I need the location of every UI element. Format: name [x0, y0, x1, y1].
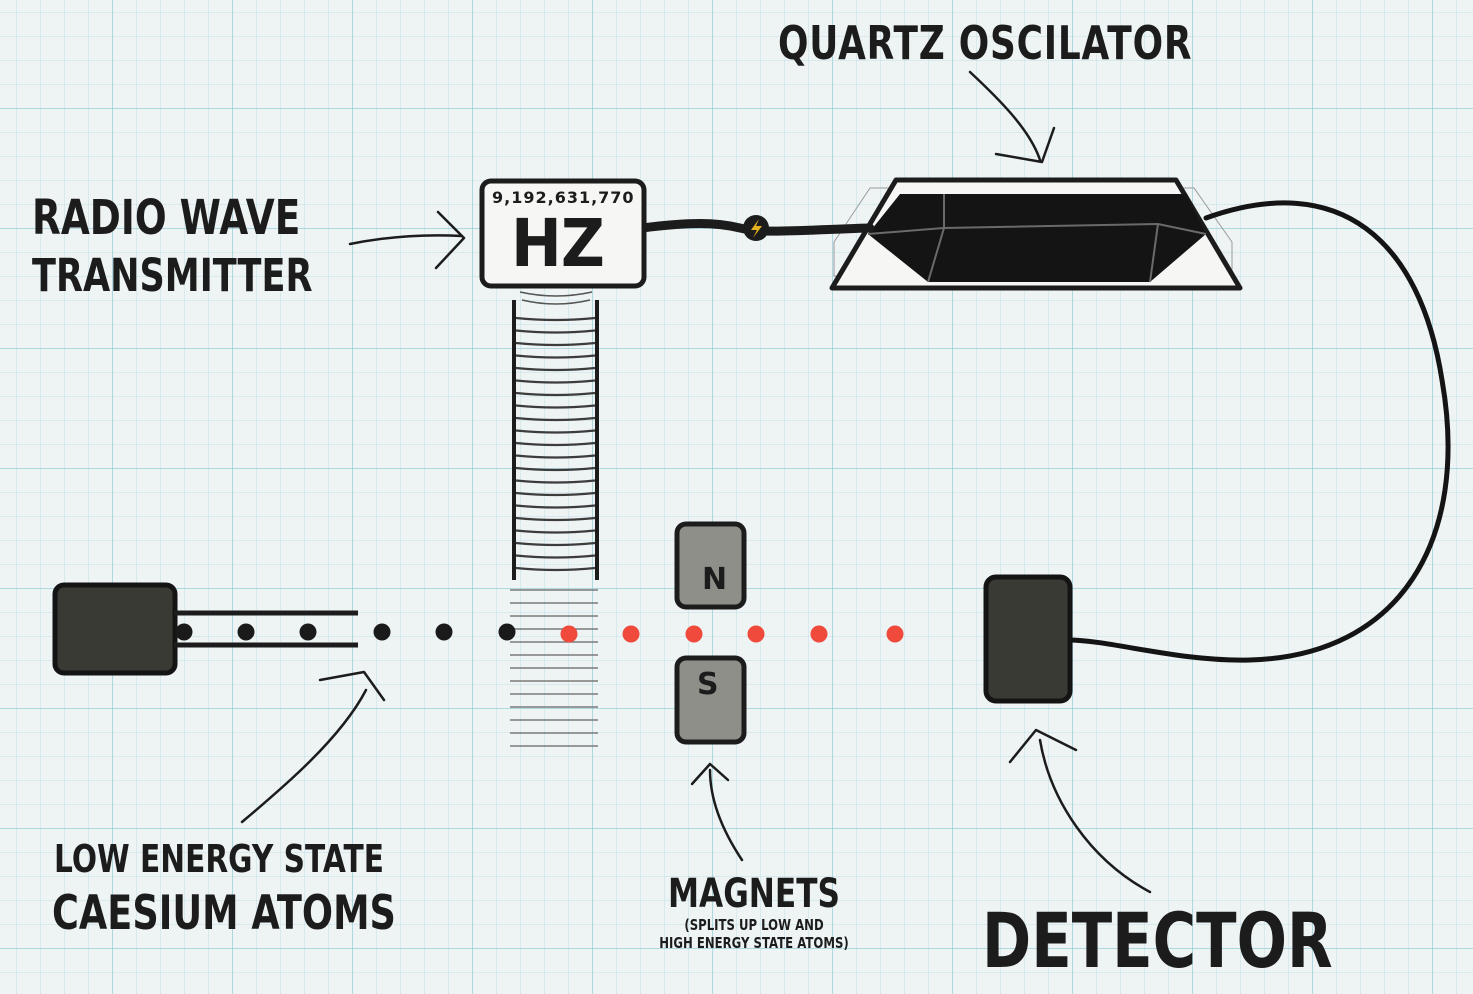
connector-cable — [637, 219, 875, 236]
low-energy-atom — [373, 623, 391, 641]
radio-wave-line — [515, 529, 596, 534]
crystal-facet-front — [927, 227, 945, 283]
radio-wave-line — [515, 541, 596, 547]
magnets-arrow-head — [690, 762, 730, 786]
oscillator-arrow-shaft — [968, 70, 1042, 162]
transmitter-unit: HZ — [511, 205, 605, 282]
low-energy-atom — [435, 623, 453, 641]
transmitter-arrow-head — [434, 210, 466, 270]
radio-wave-line — [515, 329, 596, 334]
lightning-bolt-icon — [751, 219, 762, 238]
low-energy-atom — [175, 623, 193, 641]
magnets-note-line2: HIGH ENERGY STATE ATOMS) — [659, 934, 849, 952]
radio-wave-line — [515, 491, 596, 497]
magnets-arrow-shaft — [708, 768, 744, 862]
atoms-label-line2: CAESIUM ATOMS — [52, 886, 396, 941]
transmitter-label-line2: TRANSMITTER — [32, 249, 313, 302]
radio-wave-lines-lower — [510, 589, 598, 747]
detector-device — [983, 574, 1073, 704]
transmitter-label-line1: RADIO WAVE — [32, 190, 301, 246]
radio-wave-line — [515, 479, 596, 484]
magnet-north-label: N — [702, 562, 728, 597]
low-energy-atom — [237, 623, 255, 641]
radio-wave-line — [515, 404, 596, 409]
quartz-crystal — [868, 194, 1206, 282]
low-energy-atom — [299, 623, 317, 641]
transmitter-arrow-shaft — [348, 234, 464, 246]
magnet-north — [674, 521, 747, 610]
high-energy-atom — [622, 625, 640, 643]
radio-wave-line — [515, 316, 596, 322]
transmitter-oscillator-connector — [637, 215, 875, 241]
radio-wave-line — [515, 516, 596, 522]
radio-wave-line — [515, 366, 596, 372]
radio-wave-line — [515, 341, 596, 347]
radio-wave-column — [510, 291, 599, 747]
radio-wave-line — [515, 354, 596, 359]
radio-wave-lines-upper — [515, 316, 596, 572]
high-energy-atom — [886, 625, 904, 643]
radio-wave-line — [515, 554, 596, 559]
wave-arc-2 — [521, 299, 591, 305]
transmitter-frequency: 9,192,631,770 — [492, 188, 635, 207]
transmitter-display — [479, 178, 647, 289]
low-energy-atom — [498, 623, 516, 641]
radio-wave-line — [515, 454, 596, 459]
radio-wave-line — [515, 566, 596, 572]
crystal-facet-right — [1149, 223, 1159, 283]
radio-wave-line — [515, 466, 596, 472]
radio-wave-line — [515, 379, 596, 384]
radio-wave-line — [515, 391, 596, 397]
high-energy-atom — [685, 625, 703, 643]
magnets — [674, 521, 747, 745]
radio-wave-transmitter — [479, 178, 647, 289]
quartz-oscillator — [829, 177, 1243, 291]
caesium-oven — [52, 582, 178, 676]
caesium-atom-source — [52, 582, 358, 676]
atoms-arrow-head — [318, 670, 386, 702]
radio-wave-line — [515, 429, 596, 434]
oscillator-detector-cable — [1065, 200, 1451, 663]
detector-arrow-head — [1008, 728, 1078, 764]
oscillator-arrow-head — [994, 126, 1056, 164]
magnet-south — [674, 655, 747, 745]
wave-arc-1 — [519, 291, 593, 297]
atom-beam — [175, 623, 904, 643]
magnet-south-label: S — [697, 667, 719, 702]
high-energy-atom — [810, 625, 828, 643]
radio-wave-line — [515, 441, 596, 447]
detector-label: DETECTOR — [982, 896, 1333, 985]
detector-arrow-shaft — [1038, 738, 1152, 894]
radio-wave-line — [515, 416, 596, 422]
high-energy-atom — [747, 625, 765, 643]
radio-wave-line — [515, 504, 596, 509]
atoms-arrow-shaft — [240, 688, 368, 824]
oscillator-label: QUARTZ OSCILATOR — [778, 16, 1193, 70]
magnets-label: MAGNETS — [668, 871, 840, 917]
atoms-label-line1: LOW ENERGY STATE — [54, 837, 385, 881]
pointer-arrows — [240, 70, 1152, 894]
high-energy-atom — [560, 625, 578, 643]
magnets-note-line1: (SPLITS UP LOW AND — [684, 916, 824, 934]
